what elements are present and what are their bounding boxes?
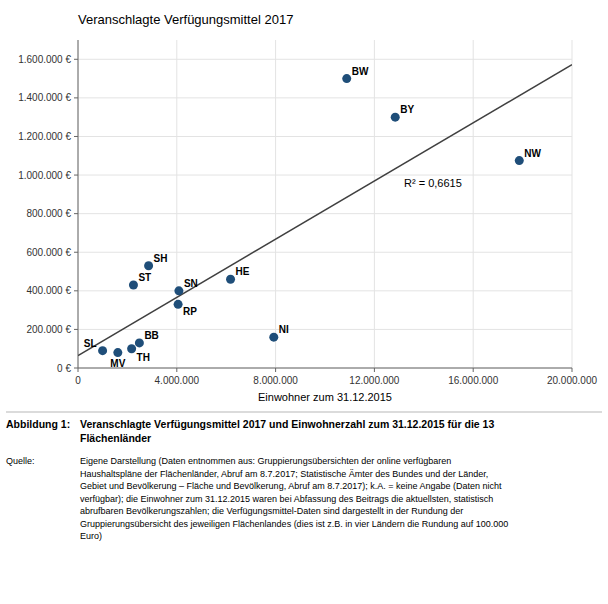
caption-text: Veranschlagte Verfügungsmittel 2017 und … <box>80 418 494 444</box>
x-ticks: 0 4.000.000 8.000.000 12.000.000 16.000.000 2… <box>75 368 597 386</box>
y-ticks: 0 € 200.000 € 400.000 € 600.000 € 800.000 € 1… <box>18 54 78 374</box>
tick-mark <box>74 59 78 60</box>
tick-mark <box>78 368 79 372</box>
grid-line <box>176 40 177 368</box>
caption-text-line: Flächenländer <box>80 432 151 444</box>
grid-line <box>78 290 572 291</box>
separator <box>6 412 602 413</box>
tick-mark <box>572 368 573 372</box>
source-text-line: verfügbar); die Einwohner zum 31.12.2015… <box>80 494 493 504</box>
point-label: ST <box>138 272 151 283</box>
point-label: MV <box>110 358 125 369</box>
tick-label: 1.000.000 € <box>18 170 71 181</box>
grid-line <box>374 40 375 368</box>
grid-line <box>473 40 474 368</box>
tick-mark <box>275 368 276 372</box>
point <box>391 113 400 122</box>
grid-line <box>78 40 79 368</box>
grid-line <box>78 175 572 176</box>
point-label: HE <box>236 266 250 277</box>
point <box>113 348 122 357</box>
point <box>515 156 524 165</box>
grid-line <box>78 213 572 214</box>
x-axis-label: Einwohner zum 31.12.2015 <box>258 391 392 403</box>
tick-label: 0 € <box>57 363 71 374</box>
tick-mark <box>374 368 375 372</box>
source-label: Quelle: <box>6 456 35 466</box>
source-text-line: Haushaltspläne der Flächenländer, Abruf … <box>80 469 488 479</box>
source-text-line: Gebiet und Bevölkerung – Fläche und Bevö… <box>80 481 502 491</box>
grid-line <box>572 40 573 368</box>
source-text-line: Gruppierungsübersicht des jeweiligen Flä… <box>80 519 508 529</box>
source-text: Eigene Darstellung (Daten entnommen aus:… <box>80 456 508 541</box>
point-label: NW <box>524 148 541 159</box>
title: Veranschlagte Verfügungsmittel 2017 <box>78 12 293 27</box>
tick-label: 200.000 € <box>27 324 72 335</box>
tick-label: 1.400.000 € <box>18 92 71 103</box>
point-label: SN <box>184 278 198 289</box>
caption-text-line: Veranschlagte Verfügungsmittel 2017 und … <box>80 418 494 430</box>
point <box>127 344 136 353</box>
point <box>144 261 153 270</box>
grid <box>78 40 572 368</box>
point <box>174 286 183 295</box>
tick-label: 20.000.000 <box>547 375 597 386</box>
tick-mark <box>74 136 78 137</box>
point <box>174 300 183 309</box>
point-label: BB <box>144 330 158 341</box>
point <box>269 333 278 342</box>
grid-line <box>78 252 572 253</box>
point <box>226 275 235 284</box>
annotation: R² = 0,6615 <box>404 177 462 189</box>
grid-line <box>275 40 276 368</box>
x-axis-line <box>78 368 572 369</box>
grid-line <box>78 136 572 137</box>
point <box>98 346 107 355</box>
point <box>135 338 144 347</box>
point-labels: BW BY NW HE NI SN RP SHST BB TH MV SL <box>84 66 542 369</box>
tick-mark <box>473 368 474 372</box>
grid-line <box>78 59 572 60</box>
tick-label: 400.000 € <box>27 285 72 296</box>
point-label: NI <box>279 324 289 335</box>
trend-line <box>78 65 572 356</box>
tick-mark <box>74 252 78 253</box>
y-axis-line <box>78 40 79 368</box>
tick-label: 12.000.000 <box>349 375 399 386</box>
point-label: BY <box>400 104 414 115</box>
tick-mark <box>74 290 78 291</box>
tick-mark <box>74 175 78 176</box>
point <box>342 74 351 83</box>
source-text-line: abrufbaren Bevölkerungszahlen; die Verfü… <box>80 506 463 516</box>
point-label: RP <box>183 306 197 317</box>
point-label: SL <box>84 338 97 349</box>
tick-label: 16.000.000 <box>448 375 498 386</box>
tick-mark <box>74 97 78 98</box>
point <box>129 281 138 290</box>
tick-label: 8.000.000 <box>253 375 298 386</box>
tick-label: 800.000 € <box>27 208 72 219</box>
tick-label: 1.200.000 € <box>18 131 71 142</box>
caption-label: Abbildung 1: <box>6 418 70 430</box>
point-label: BW <box>352 66 369 77</box>
tick-label: 0 <box>75 375 81 386</box>
point-label: TH <box>137 352 150 363</box>
source-text-line: Euro) <box>80 531 102 541</box>
tick-mark <box>74 368 78 369</box>
tick-mark <box>176 368 177 372</box>
grid-line <box>78 97 572 98</box>
tick-label: 600.000 € <box>27 247 72 258</box>
plot-area <box>78 65 572 357</box>
tick-label: 1.600.000 € <box>18 54 71 65</box>
chart: 0 € 200.000 € 400.000 € 600.000 € 800.000 € 1… <box>0 0 608 604</box>
tick-mark <box>74 329 78 330</box>
point-label: SH <box>154 253 168 264</box>
tick-label: 4.000.000 <box>155 375 200 386</box>
grid-line <box>78 368 572 369</box>
source-text-line: Eigene Darstellung (Daten entnommen aus:… <box>80 456 451 466</box>
tick-mark <box>74 213 78 214</box>
